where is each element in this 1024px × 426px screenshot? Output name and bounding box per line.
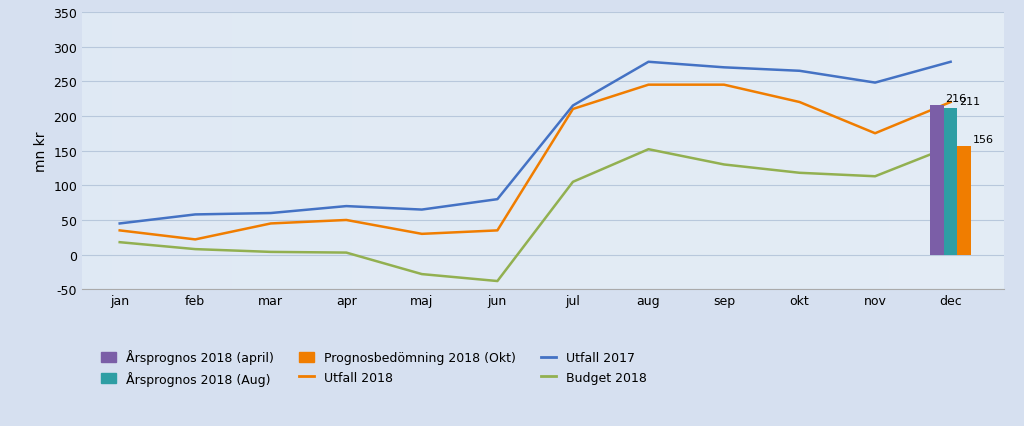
Text: 211: 211 xyxy=(958,97,980,107)
Text: 216: 216 xyxy=(945,93,967,104)
Text: 156: 156 xyxy=(973,135,993,145)
Legend: Årsprognos 2018 (april), Årsprognos 2018 (Aug), Prognosbedömning 2018 (Okt), Utf: Årsprognos 2018 (april), Årsprognos 2018… xyxy=(97,346,650,389)
Bar xyxy=(944,109,957,255)
Y-axis label: mn kr: mn kr xyxy=(34,131,48,171)
Bar xyxy=(957,147,971,255)
Bar xyxy=(930,106,944,255)
